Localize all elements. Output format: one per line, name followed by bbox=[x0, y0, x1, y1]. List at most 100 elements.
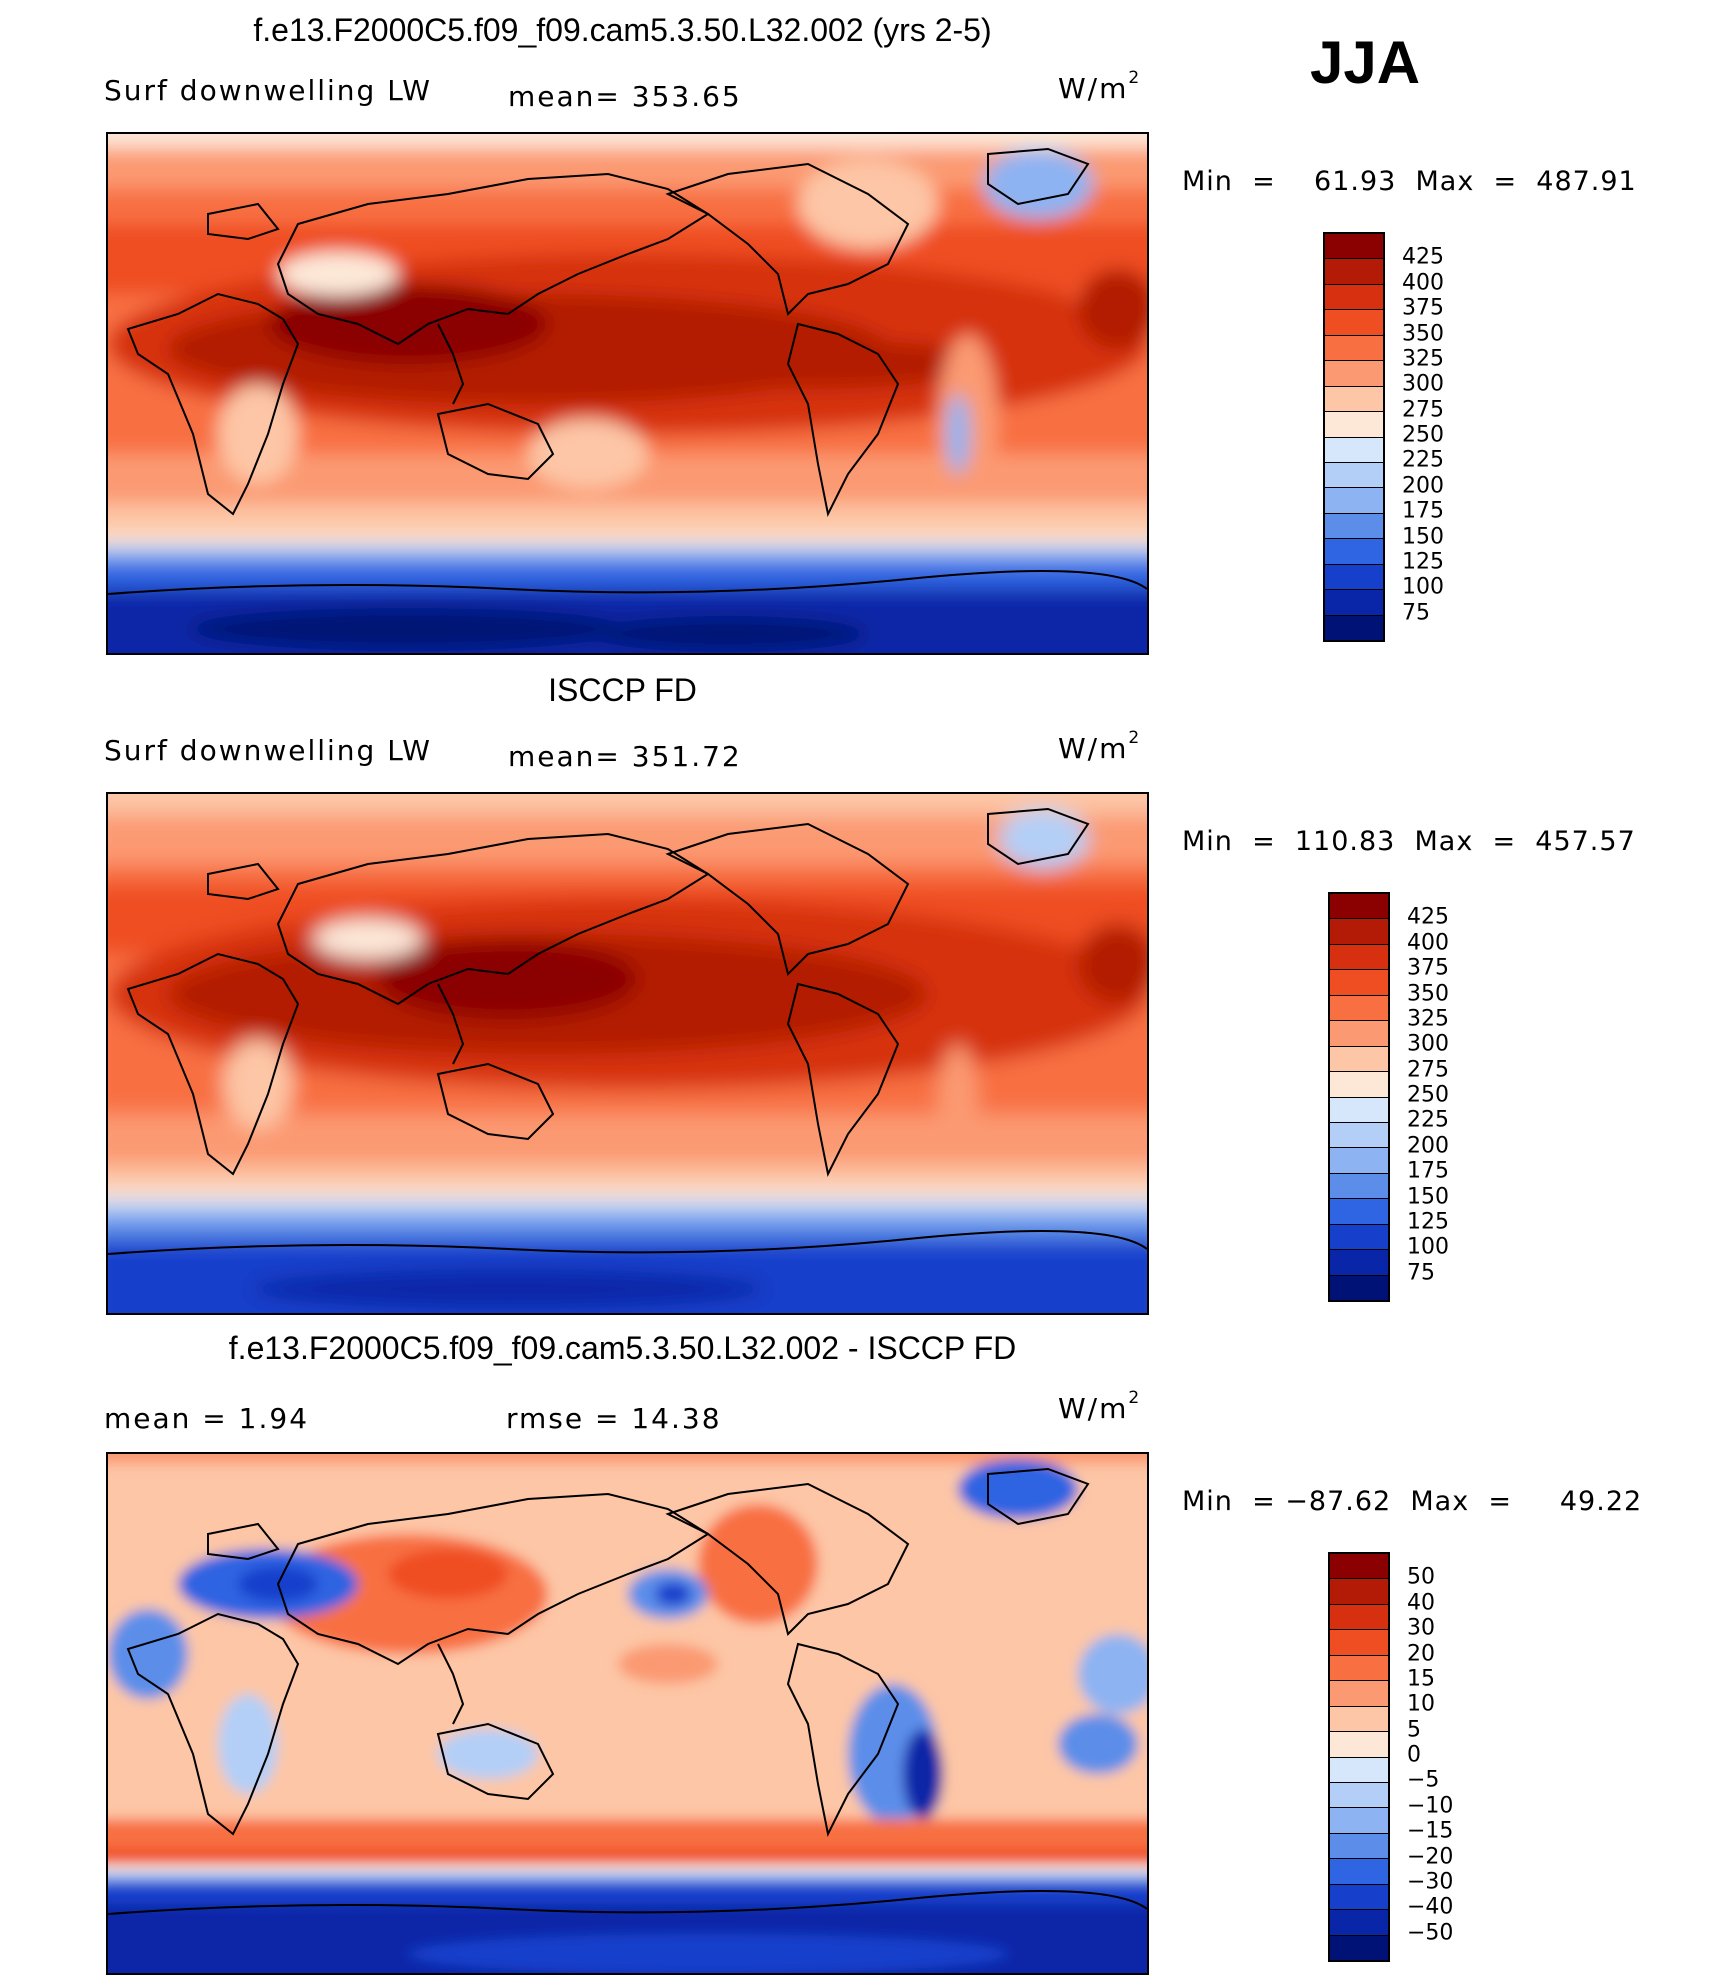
colorbar-swatch bbox=[1325, 615, 1383, 640]
colorbar-swatch bbox=[1330, 1833, 1388, 1860]
panel1-min-max: Min = 61.93 Max = 487.91 bbox=[1182, 166, 1637, 197]
colorbar-swatch bbox=[1330, 970, 1388, 996]
panel2-colorbar-labels: 425 400 375 350 325 300 275 250 225 200 … bbox=[1407, 892, 1487, 1298]
colorbar-tick-label: 10 bbox=[1407, 1691, 1435, 1717]
colorbar-swatch bbox=[1330, 1808, 1388, 1834]
colorbar-tick-label: 5 bbox=[1407, 1717, 1421, 1743]
colorbar-swatch bbox=[1325, 539, 1383, 565]
panel1-colorbar bbox=[1323, 232, 1385, 642]
colorbar-tick-label: 300 bbox=[1402, 371, 1444, 397]
colorbar-swatch bbox=[1330, 1706, 1388, 1733]
colorbar-tick-label: 225 bbox=[1402, 447, 1444, 473]
colorbar-swatch bbox=[1330, 1655, 1388, 1682]
colorbar-swatch bbox=[1325, 462, 1383, 489]
colorbar-tick-label: 125 bbox=[1402, 549, 1444, 575]
season-label: JJA bbox=[1310, 29, 1421, 96]
colorbar-swatch bbox=[1325, 361, 1383, 387]
panel3-coastlines bbox=[108, 1467, 1147, 1915]
colorbar-swatch bbox=[1330, 1681, 1388, 1707]
colorbar-swatch bbox=[1330, 1782, 1388, 1809]
colorbar-tick-label: 20 bbox=[1407, 1641, 1435, 1666]
colorbar-tick-label: 100 bbox=[1407, 1234, 1449, 1260]
panel2-variable-label: Surf downwelling LW bbox=[104, 734, 432, 767]
colorbar-tick-label: 50 bbox=[1407, 1564, 1435, 1590]
colorbar-swatch bbox=[1330, 1250, 1388, 1276]
colorbar-swatch bbox=[1325, 335, 1383, 362]
panel3-units: W/m2 bbox=[1058, 1388, 1140, 1425]
colorbar-tick-label: 375 bbox=[1402, 295, 1444, 321]
colorbar-tick-label: 325 bbox=[1402, 346, 1444, 372]
colorbar-swatch bbox=[1325, 234, 1383, 260]
colorbar-tick-label: 40 bbox=[1407, 1590, 1435, 1616]
colorbar-tick-label: 375 bbox=[1407, 955, 1449, 981]
colorbar-tick-label: 150 bbox=[1402, 524, 1444, 549]
colorbar-tick-label: −20 bbox=[1407, 1844, 1454, 1869]
colorbar-swatch bbox=[1330, 894, 1388, 920]
colorbar-swatch bbox=[1330, 1199, 1388, 1225]
colorbar-swatch bbox=[1330, 995, 1388, 1022]
panel2-min-max: Min = 110.83 Max = 457.57 bbox=[1182, 826, 1636, 857]
colorbar-swatch bbox=[1330, 1148, 1388, 1174]
colorbar-tick-label: 250 bbox=[1407, 1082, 1449, 1108]
colorbar-tick-label: 15 bbox=[1407, 1666, 1435, 1692]
colorbar-swatch bbox=[1325, 437, 1383, 463]
panel2-title: ISCCP FD bbox=[548, 672, 697, 708]
colorbar-tick-label: 275 bbox=[1402, 397, 1444, 423]
panel2-mean-label: mean= 351.72 bbox=[508, 740, 742, 773]
colorbar-swatch bbox=[1330, 1097, 1388, 1123]
colorbar-tick-label: 225 bbox=[1407, 1107, 1449, 1133]
colorbar-tick-label: 350 bbox=[1402, 321, 1444, 346]
colorbar-tick-label: 275 bbox=[1407, 1057, 1449, 1083]
colorbar-tick-label: 400 bbox=[1402, 270, 1444, 296]
colorbar-swatch bbox=[1325, 564, 1383, 591]
colorbar-tick-label: −15 bbox=[1407, 1818, 1454, 1844]
panel1-variable-label: Surf downwelling LW bbox=[104, 74, 432, 107]
colorbar-tick-label: 0 bbox=[1407, 1742, 1421, 1768]
panel2-map-svg bbox=[108, 794, 1147, 1313]
colorbar-tick-label: 200 bbox=[1402, 473, 1444, 499]
colorbar-swatch bbox=[1325, 310, 1383, 336]
panel1-colorbar-labels: 425 400 375 350 325 300 275 250 225 200 … bbox=[1402, 232, 1482, 638]
colorbar-tick-label: 350 bbox=[1407, 981, 1449, 1006]
colorbar-swatch bbox=[1325, 590, 1383, 616]
colorbar-tick-label: 75 bbox=[1402, 600, 1430, 626]
colorbar-tick-label: 400 bbox=[1407, 930, 1449, 956]
panel3-title: f.e13.F2000C5.f09_f09.cam5.3.50.L32.002 … bbox=[228, 1330, 1017, 1366]
colorbar-swatch bbox=[1330, 1910, 1388, 1936]
panel1-coastlines bbox=[108, 147, 1147, 595]
colorbar-swatch bbox=[1330, 1935, 1388, 1960]
colorbar-swatch bbox=[1325, 284, 1383, 311]
panel1-map-svg bbox=[108, 134, 1147, 653]
colorbar-swatch bbox=[1330, 1173, 1388, 1200]
colorbar-swatch bbox=[1330, 1275, 1388, 1300]
panel3-colorbar-labels: 50 40 30 20 15 10 5 0 −5 −10 −15 −20 −30… bbox=[1407, 1552, 1487, 1958]
colorbar-swatch bbox=[1325, 412, 1383, 438]
colorbar-tick-label: 200 bbox=[1407, 1133, 1449, 1159]
colorbar-tick-label: 300 bbox=[1407, 1031, 1449, 1057]
panel1-model-map bbox=[106, 132, 1149, 655]
panel1-units: W/m2 bbox=[1058, 68, 1140, 105]
colorbar-swatch bbox=[1325, 386, 1383, 413]
colorbar-swatch bbox=[1330, 1072, 1388, 1098]
panel3-difference-map bbox=[106, 1452, 1149, 1975]
panel1-contour-field bbox=[108, 134, 1147, 653]
colorbar-tick-label: 325 bbox=[1407, 1006, 1449, 1032]
colorbar-swatch bbox=[1330, 1884, 1388, 1911]
colorbar-swatch bbox=[1330, 1224, 1388, 1251]
panel3-colorbar bbox=[1328, 1552, 1390, 1962]
colorbar-tick-label: −50 bbox=[1407, 1920, 1454, 1946]
colorbar-tick-label: −10 bbox=[1407, 1793, 1454, 1819]
colorbar-tick-label: 100 bbox=[1402, 574, 1444, 600]
colorbar-swatch bbox=[1330, 1554, 1388, 1580]
colorbar-tick-label: 175 bbox=[1407, 1158, 1449, 1184]
colorbar-tick-label: 125 bbox=[1407, 1209, 1449, 1235]
colorbar-swatch bbox=[1330, 1859, 1388, 1885]
colorbar-swatch bbox=[1330, 1757, 1388, 1783]
colorbar-tick-label: −40 bbox=[1407, 1894, 1454, 1920]
colorbar-swatch bbox=[1330, 944, 1388, 971]
colorbar-tick-label: 75 bbox=[1407, 1260, 1435, 1286]
panel3-min-max: Min = −87.62 Max = 49.22 bbox=[1182, 1486, 1643, 1517]
panel2-coastlines bbox=[108, 807, 1147, 1255]
colorbar-tick-label: 175 bbox=[1402, 498, 1444, 524]
panel2-colorbar bbox=[1328, 892, 1390, 1302]
